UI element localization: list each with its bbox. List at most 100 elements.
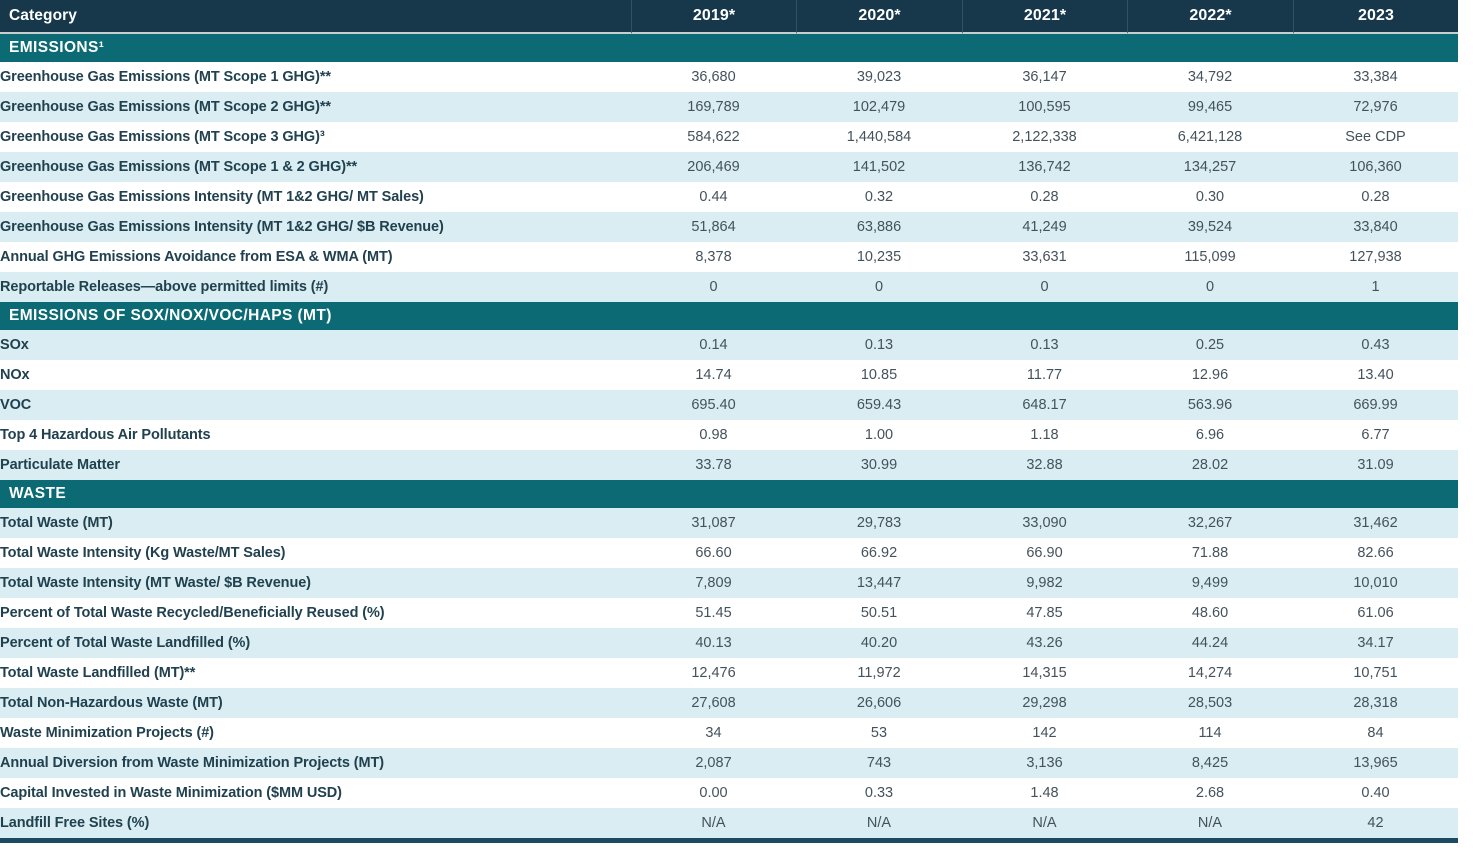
row-value: 53 — [796, 718, 962, 748]
row-label: NOx — [0, 360, 631, 390]
row-value: 40.20 — [796, 628, 962, 658]
row-value: 134,257 — [1127, 152, 1293, 182]
row-value: 84 — [1293, 718, 1458, 748]
row-label: Greenhouse Gas Emissions (MT Scope 1 & 2… — [0, 152, 631, 182]
row-value: 9,982 — [962, 568, 1127, 598]
row-value: 34 — [631, 718, 796, 748]
row-label: Greenhouse Gas Emissions Intensity (MT 1… — [0, 182, 631, 212]
table-row: Capital Invested in Waste Minimization (… — [0, 778, 1458, 808]
section-fill-cell — [1293, 480, 1458, 508]
row-value: 206,469 — [631, 152, 796, 182]
row-value: 659.43 — [796, 390, 962, 420]
section-fill-cell — [962, 302, 1127, 330]
row-value: 14,315 — [962, 658, 1127, 688]
table-row: Percent of Total Waste Landfilled (%) 40.… — [0, 628, 1458, 658]
row-value: 11,972 — [796, 658, 962, 688]
row-value: 10.85 — [796, 360, 962, 390]
row-value: 136,742 — [962, 152, 1127, 182]
row-value: N/A — [962, 808, 1127, 838]
row-value: 32,267 — [1127, 508, 1293, 538]
row-value: 72,976 — [1293, 92, 1458, 122]
row-value: 0.43 — [1293, 330, 1458, 360]
row-value: 51.45 — [631, 598, 796, 628]
row-label: SOx — [0, 330, 631, 360]
row-value: See CDP — [1293, 122, 1458, 152]
row-value: 44.24 — [1127, 628, 1293, 658]
row-label: Annual GHG Emissions Avoidance from ESA … — [0, 242, 631, 272]
table-row: Greenhouse Gas Emissions Intensity (MT 1… — [0, 212, 1458, 242]
table-row: Annual Diversion from Waste Minimization… — [0, 748, 1458, 778]
row-label: Top 4 Hazardous Air Pollutants — [0, 420, 631, 450]
row-value: 0.00 — [631, 778, 796, 808]
row-value: 41,249 — [962, 212, 1127, 242]
section-fill-cell — [1293, 34, 1458, 62]
row-value: 33,090 — [962, 508, 1127, 538]
row-value: 43.26 — [962, 628, 1127, 658]
row-value: 0 — [1127, 272, 1293, 302]
row-value: 13.40 — [1293, 360, 1458, 390]
row-value: 61.06 — [1293, 598, 1458, 628]
row-value: 99,465 — [1127, 92, 1293, 122]
row-value: 0.25 — [1127, 330, 1293, 360]
row-value: 26,606 — [796, 688, 962, 718]
row-label: Waste Minimization Projects (#) — [0, 718, 631, 748]
section-title: EMISSIONS¹ — [0, 34, 631, 62]
row-value: 66.60 — [631, 538, 796, 568]
row-value: 141,502 — [796, 152, 962, 182]
row-value: 3,136 — [962, 748, 1127, 778]
table-row: Total Waste Landfilled (MT)** 12,476 11,97… — [0, 658, 1458, 688]
row-value: 1,440,584 — [796, 122, 962, 152]
row-label: Total Waste Landfilled (MT)** — [0, 658, 631, 688]
row-value: 39,023 — [796, 62, 962, 92]
row-value: 29,783 — [796, 508, 962, 538]
year-column-header-2022: 2022* — [1127, 0, 1293, 34]
table-body: EMISSIONS¹ Greenhouse Gas Emissions (MT S… — [0, 34, 1458, 838]
row-value: 0.13 — [796, 330, 962, 360]
year-column-header-2020: 2020* — [796, 0, 962, 34]
section-header-row: WASTE — [0, 480, 1458, 508]
row-value: 2,122,338 — [962, 122, 1127, 152]
row-value: 31,087 — [631, 508, 796, 538]
row-value: N/A — [631, 808, 796, 838]
row-value: 8,425 — [1127, 748, 1293, 778]
row-value: 36,680 — [631, 62, 796, 92]
row-label: VOC — [0, 390, 631, 420]
table-row: Greenhouse Gas Emissions (MT Scope 1 & 2… — [0, 152, 1458, 182]
row-label: Annual Diversion from Waste Minimization… — [0, 748, 631, 778]
row-value: 0.32 — [796, 182, 962, 212]
section-fill-cell — [796, 302, 962, 330]
row-value: 8,378 — [631, 242, 796, 272]
table-row: NOx 14.74 10.85 11.77 12.96 13.40 — [0, 360, 1458, 390]
row-label: Total Waste Intensity (Kg Waste/MT Sales… — [0, 538, 631, 568]
section-fill-cell — [631, 480, 796, 508]
row-value: 13,965 — [1293, 748, 1458, 778]
section-title: WASTE — [0, 480, 631, 508]
row-value: 7,809 — [631, 568, 796, 598]
row-label: Greenhouse Gas Emissions Intensity (MT 1… — [0, 212, 631, 242]
row-value: 36,147 — [962, 62, 1127, 92]
row-value: 114 — [1127, 718, 1293, 748]
row-label: Greenhouse Gas Emissions (MT Scope 2 GHG… — [0, 92, 631, 122]
row-value: 1.18 — [962, 420, 1127, 450]
section-fill-cell — [962, 480, 1127, 508]
row-value: 648.17 — [962, 390, 1127, 420]
section-fill-cell — [1293, 302, 1458, 330]
row-value: 10,751 — [1293, 658, 1458, 688]
row-value: 0 — [962, 272, 1127, 302]
row-value: 142 — [962, 718, 1127, 748]
table-row: Percent of Total Waste Recycled/Benefici… — [0, 598, 1458, 628]
row-value: 6.77 — [1293, 420, 1458, 450]
row-label: Capital Invested in Waste Minimization (… — [0, 778, 631, 808]
row-value: 6.96 — [1127, 420, 1293, 450]
row-value: 34,792 — [1127, 62, 1293, 92]
row-value: 0.14 — [631, 330, 796, 360]
row-value: 40.13 — [631, 628, 796, 658]
row-value: 169,789 — [631, 92, 796, 122]
section-header-row: EMISSIONS¹ — [0, 34, 1458, 62]
row-value: 12.96 — [1127, 360, 1293, 390]
row-value: 584,622 — [631, 122, 796, 152]
row-value: 11.77 — [962, 360, 1127, 390]
table-row: Greenhouse Gas Emissions (MT Scope 1 GHG… — [0, 62, 1458, 92]
row-value: 1 — [1293, 272, 1458, 302]
